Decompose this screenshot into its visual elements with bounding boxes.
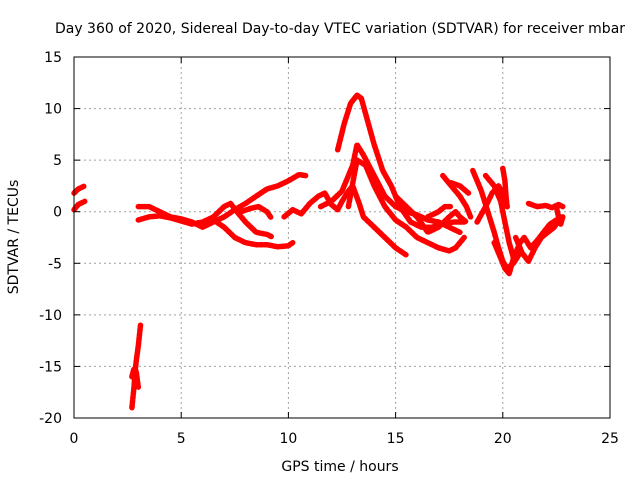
x-tick-label: 20 — [494, 431, 512, 447]
series-line-seg-p — [448, 180, 472, 196]
series-line-seg-t — [500, 165, 510, 210]
x-tick-label: 5 — [177, 431, 186, 447]
plot-frame — [73, 56, 611, 419]
grid — [74, 57, 610, 418]
series-line-seg-l — [345, 157, 467, 254]
series-line-seg-u — [491, 217, 564, 277]
series-line-seg-d — [129, 365, 142, 390]
series-line-seg-o — [440, 172, 474, 220]
series-line-seg-w — [525, 200, 566, 211]
ticks — [73, 56, 611, 419]
series-layer — [71, 92, 566, 411]
x-tick-label: 0 — [70, 431, 79, 447]
x-tick-label: 10 — [279, 431, 297, 447]
y-tick-label: 0 — [53, 205, 62, 221]
chart-title: Day 360 of 2020, Sidereal Day-to-day VTE… — [55, 21, 625, 37]
series-line-seg-i — [281, 183, 410, 258]
series-line-seg-m — [392, 193, 470, 236]
series-line-seg-c — [129, 322, 144, 411]
series-line-seg-b — [71, 198, 88, 213]
y-tick-label: 10 — [44, 102, 62, 118]
series-line-seg-v — [512, 214, 564, 264]
series-line-seg-x — [553, 203, 566, 227]
x-tick-label: 15 — [387, 431, 405, 447]
series-line-seg-k — [317, 141, 463, 236]
y-tick-label: -10 — [39, 308, 62, 324]
series-line-seg-a — [71, 183, 88, 196]
tick-labels: 0 5 10 15 20 25 -20 -15 -10 -5 0 5 10 15 — [39, 50, 619, 447]
series-line-seg-n — [425, 203, 455, 220]
x-tick-label: 25 — [601, 431, 619, 447]
series-line-seg-g — [210, 217, 296, 250]
y-tick-label: -20 — [39, 411, 62, 427]
y-tick-label: -15 — [39, 359, 62, 375]
series-line-seg-r — [482, 172, 517, 261]
y-axis-label: SDTVAR / TECUs — [6, 180, 22, 295]
y-tick-label: -5 — [48, 256, 62, 272]
y-tick-label: 15 — [44, 50, 62, 66]
series-line-seg-f — [135, 200, 274, 240]
y-tick-label: 5 — [53, 153, 62, 169]
x-axis-label: GPS time / hours — [281, 459, 398, 475]
series-line-seg-h — [238, 203, 274, 221]
